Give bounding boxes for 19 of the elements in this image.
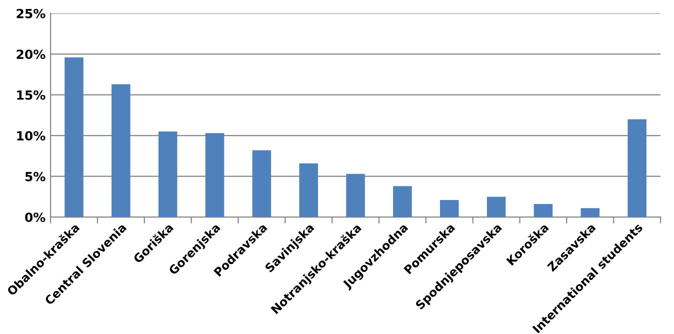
bar [205,133,224,218]
bar [346,174,365,218]
bar [393,186,412,218]
bar [440,200,459,218]
y-tick-label: 25% [16,8,46,18]
bar [112,84,130,218]
y-tick-label: 5% [25,172,46,182]
bar [299,163,318,218]
bar [486,196,506,218]
y-tick-label: 10% [17,131,46,141]
y-tick-label: 15% [17,90,46,100]
bar [64,57,84,218]
bar [534,204,553,218]
bar [628,119,646,218]
bar [158,132,178,218]
y-tick-label: 0% [25,212,46,222]
y-tick-label: 20% [16,50,46,60]
bar [580,208,600,218]
bar [252,150,272,218]
